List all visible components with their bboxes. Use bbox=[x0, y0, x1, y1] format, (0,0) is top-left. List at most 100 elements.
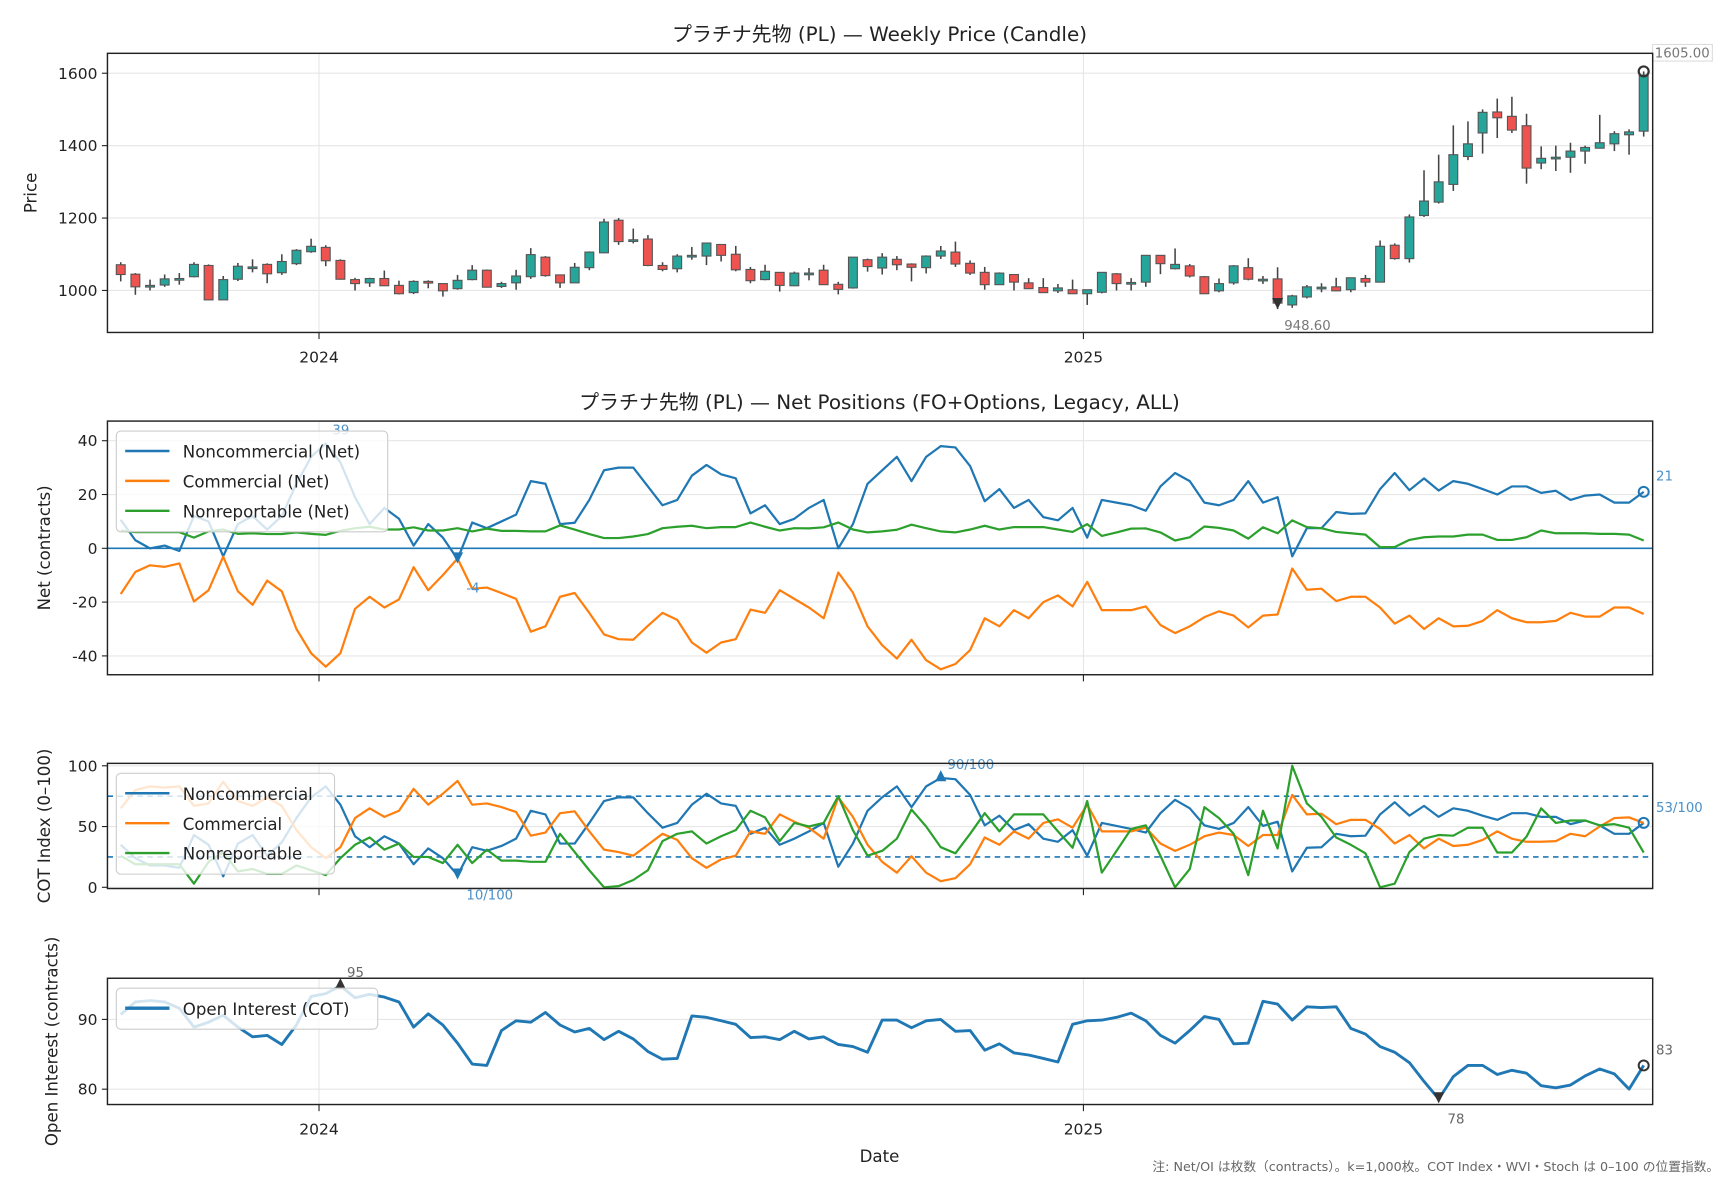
candle bbox=[686, 247, 697, 260]
candle-body bbox=[276, 260, 287, 274]
candle-body bbox=[1067, 289, 1078, 295]
candle-body bbox=[877, 256, 888, 269]
candle-body bbox=[686, 254, 697, 258]
candle-body bbox=[1316, 286, 1327, 290]
candle-body bbox=[1023, 282, 1034, 290]
series-line-commercial-net bbox=[119, 555, 1645, 671]
candle-body bbox=[1477, 111, 1488, 134]
candle bbox=[1536, 146, 1547, 170]
candle bbox=[1023, 278, 1034, 290]
candle-body bbox=[232, 265, 243, 280]
candle-body bbox=[174, 277, 185, 281]
candle-body bbox=[1140, 254, 1151, 283]
candle-body bbox=[891, 258, 902, 266]
y-tick-label: 80 bbox=[78, 1081, 98, 1099]
candle bbox=[760, 264, 771, 281]
candle bbox=[1360, 274, 1371, 287]
candle-body bbox=[1257, 278, 1268, 282]
candle bbox=[452, 274, 463, 290]
candle bbox=[1492, 98, 1503, 139]
candle-body bbox=[701, 242, 712, 257]
min-marker-icon bbox=[1433, 1092, 1445, 1104]
candle bbox=[350, 277, 361, 291]
candle-body bbox=[657, 264, 668, 271]
legend-label-commercial-net: Commercial (Net) bbox=[183, 473, 330, 492]
series-line-nonreportable bbox=[120, 764, 1645, 889]
candle-body bbox=[1126, 281, 1137, 285]
candle-body bbox=[437, 283, 448, 292]
candle-body bbox=[584, 251, 595, 269]
candle bbox=[467, 265, 478, 281]
candle-body bbox=[115, 264, 126, 276]
max-marker-icon bbox=[334, 978, 346, 990]
candle-body bbox=[1448, 154, 1459, 185]
min-price-label: 948.60 bbox=[1284, 319, 1330, 334]
candle bbox=[584, 251, 595, 271]
candle bbox=[1184, 264, 1195, 278]
candle bbox=[1301, 285, 1312, 299]
candle bbox=[145, 279, 156, 291]
candle-body bbox=[862, 259, 873, 268]
candle-body bbox=[642, 238, 653, 267]
candle-body bbox=[1492, 111, 1503, 119]
legend-label-nonreportable-net: Nonreportable (Net) bbox=[183, 502, 350, 521]
candle bbox=[232, 262, 243, 282]
candle-body bbox=[935, 250, 946, 257]
legend: Noncommercial Commercial Nonreportable bbox=[115, 772, 336, 875]
candle bbox=[1375, 240, 1386, 283]
candle bbox=[1550, 145, 1561, 171]
plot-frame bbox=[106, 52, 1654, 334]
candle bbox=[1243, 258, 1254, 281]
candle-body bbox=[906, 263, 917, 268]
candle bbox=[1111, 273, 1122, 291]
candle-body bbox=[1155, 254, 1166, 265]
x-tick-label: 2024 bbox=[299, 348, 338, 366]
candle bbox=[276, 254, 287, 275]
panel-2: -40 -20 0 20 40 プラチナ先物 (PL) — Net Positions (… bbox=[35, 391, 1673, 682]
candle bbox=[1389, 243, 1400, 260]
candle-body bbox=[716, 243, 727, 256]
candle bbox=[1521, 113, 1532, 184]
candle-body bbox=[598, 221, 609, 254]
candle-body bbox=[262, 263, 273, 275]
y-axis-label: Net (contracts) bbox=[35, 485, 54, 610]
last-value-label: 21 bbox=[1656, 470, 1673, 485]
candle-body bbox=[950, 251, 961, 265]
candle-body bbox=[1565, 150, 1576, 158]
candle bbox=[672, 254, 683, 273]
candle bbox=[818, 264, 829, 286]
candle bbox=[789, 271, 800, 287]
candle bbox=[1433, 154, 1444, 204]
candle bbox=[891, 256, 902, 271]
candle bbox=[1287, 294, 1298, 308]
candle-body bbox=[1331, 286, 1342, 292]
candle-body bbox=[1301, 286, 1312, 298]
candle-body bbox=[789, 272, 800, 287]
last-value-marker-icon bbox=[1637, 485, 1650, 498]
candle-body bbox=[393, 284, 404, 295]
candle-body bbox=[1096, 271, 1107, 293]
candle-body bbox=[203, 264, 214, 301]
y-axis-label: COT Index (0–100) bbox=[35, 749, 54, 904]
candle-body bbox=[145, 284, 156, 288]
y-tick-label: -20 bbox=[72, 594, 97, 612]
candle bbox=[716, 243, 727, 262]
candle-body bbox=[291, 249, 302, 265]
candle-body bbox=[1462, 143, 1473, 158]
candle bbox=[555, 274, 566, 288]
max-price-label: 1605.00 bbox=[1655, 47, 1710, 62]
candle bbox=[833, 281, 844, 295]
candle bbox=[1477, 109, 1488, 154]
y-tick-label: 1600 bbox=[58, 65, 97, 83]
candle-body bbox=[1214, 283, 1224, 292]
candle bbox=[1214, 278, 1224, 293]
candle-body bbox=[467, 269, 478, 281]
candle-body bbox=[1433, 181, 1444, 203]
y-tick-label: 0 bbox=[88, 540, 98, 558]
candle-body bbox=[540, 256, 551, 277]
min-value-label: 78 bbox=[1448, 1112, 1465, 1127]
candle bbox=[247, 259, 258, 273]
panel-title: プラチナ先物 (PL) — Weekly Price (Candle) bbox=[672, 23, 1087, 46]
candle bbox=[730, 245, 741, 272]
